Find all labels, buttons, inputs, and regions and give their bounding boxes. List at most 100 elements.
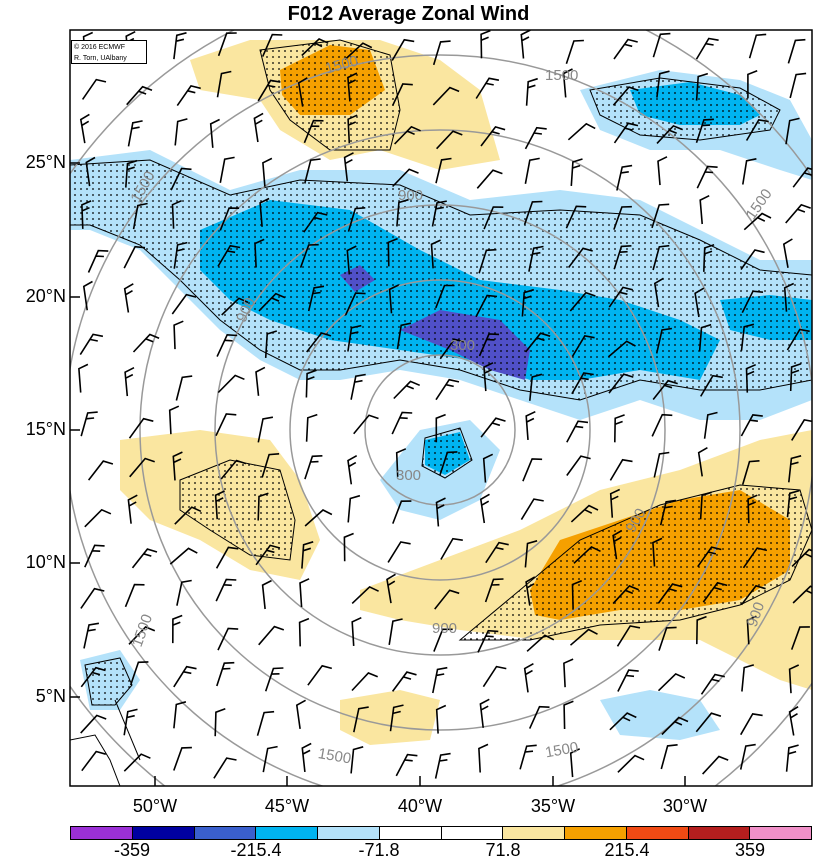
wind-barb xyxy=(790,626,810,650)
wind-barb xyxy=(396,198,409,227)
lon-label-50w: 50°W xyxy=(132,796,178,816)
wind-barb xyxy=(258,292,286,312)
wind-barb xyxy=(741,664,755,692)
wind-barb xyxy=(174,118,188,146)
wind-barb xyxy=(695,712,722,733)
wind-barb xyxy=(523,200,543,225)
wind-barb xyxy=(440,537,463,560)
wind-barb xyxy=(613,205,632,230)
wind-barb xyxy=(301,37,329,57)
wind-barb xyxy=(176,579,192,606)
stipple-ne xyxy=(590,78,780,140)
wind-barb xyxy=(301,541,314,569)
wind-barb xyxy=(174,506,202,525)
wind-barb xyxy=(740,323,755,351)
wind-barb xyxy=(480,30,491,59)
stipple-sw xyxy=(85,658,132,705)
wind-barb xyxy=(743,212,772,231)
wind-barb xyxy=(131,548,158,569)
wind-barb xyxy=(172,451,183,481)
wind-barb xyxy=(388,284,399,314)
wind-barb xyxy=(483,206,504,230)
wind-barb xyxy=(261,579,272,610)
wind-barb xyxy=(524,157,540,184)
wind-barb xyxy=(524,332,551,353)
wind-barbs xyxy=(78,30,812,779)
wind-barb xyxy=(261,453,280,478)
wind-barb xyxy=(478,333,500,357)
wind-barb xyxy=(700,673,725,695)
wind-barb xyxy=(173,241,188,269)
wind-barb xyxy=(259,197,270,227)
wind-barb xyxy=(653,451,670,478)
wind-barb xyxy=(792,585,812,604)
wind-barb xyxy=(435,497,446,527)
wind-barb xyxy=(528,245,544,272)
wind-barb xyxy=(785,117,800,145)
wind-barb xyxy=(658,626,677,651)
lat-label-15n: 15°N xyxy=(25,419,66,439)
colorbar-swatch xyxy=(565,827,627,839)
wind-barb xyxy=(344,42,373,60)
lon-label-40w: 40°W xyxy=(397,796,443,816)
wind-barb xyxy=(747,494,758,524)
wind-barb xyxy=(439,338,465,360)
wind-barb xyxy=(782,238,793,268)
wind-barb xyxy=(612,529,623,560)
wind-barb xyxy=(484,578,504,603)
wind-barb xyxy=(571,335,595,357)
wind-barb xyxy=(566,420,589,443)
wind-barb xyxy=(128,417,154,439)
wind-barb xyxy=(305,369,317,398)
wind-barb xyxy=(740,249,765,270)
wind-barb xyxy=(475,77,500,99)
light-blue-se xyxy=(600,690,720,740)
colorbar-swatch xyxy=(194,827,257,839)
wind-barb xyxy=(304,509,333,527)
wind-barb xyxy=(80,411,98,437)
wind-barb xyxy=(347,114,358,144)
wind-barb xyxy=(347,494,361,523)
wind-barb xyxy=(792,167,812,188)
wind-barb xyxy=(82,280,93,311)
wind-barb xyxy=(696,165,718,189)
wind-barb xyxy=(656,124,683,144)
wind-barb xyxy=(80,587,105,609)
wind-barb xyxy=(215,546,239,569)
wind-barb xyxy=(256,710,275,736)
wind-barb xyxy=(128,626,156,645)
wind-barb xyxy=(306,332,332,353)
wind-barb xyxy=(168,405,180,435)
wind-barb xyxy=(173,701,187,729)
wind-barb xyxy=(123,245,146,269)
wind-barb xyxy=(696,615,707,645)
wind-barb xyxy=(217,32,237,57)
wind-barb xyxy=(571,372,594,395)
wind-barb xyxy=(480,417,506,438)
wind-barb xyxy=(617,754,645,773)
stipple-north xyxy=(260,40,400,150)
wind-barb xyxy=(432,666,448,694)
wind-barb xyxy=(81,750,107,772)
wind-barb xyxy=(482,665,507,688)
wind-barb xyxy=(264,667,284,692)
wind-barb xyxy=(343,152,354,182)
wind-barb xyxy=(748,33,767,59)
wind-barb xyxy=(351,585,379,604)
wind-barb xyxy=(567,122,596,141)
wind-barb xyxy=(520,30,531,59)
wind-barb xyxy=(562,68,573,98)
wind-barb xyxy=(608,286,633,308)
wind-barb xyxy=(519,744,537,770)
lon-label-45w: 45°W xyxy=(264,796,310,816)
wind-barb xyxy=(791,548,812,567)
wind-barb xyxy=(567,247,593,268)
wind-barb xyxy=(570,158,583,186)
wind-barb xyxy=(387,237,398,267)
wind-barb xyxy=(80,666,106,688)
wind-barb xyxy=(483,362,494,392)
wind-barb xyxy=(125,159,138,188)
wind-barb xyxy=(661,716,689,736)
wind-barb xyxy=(700,374,723,397)
